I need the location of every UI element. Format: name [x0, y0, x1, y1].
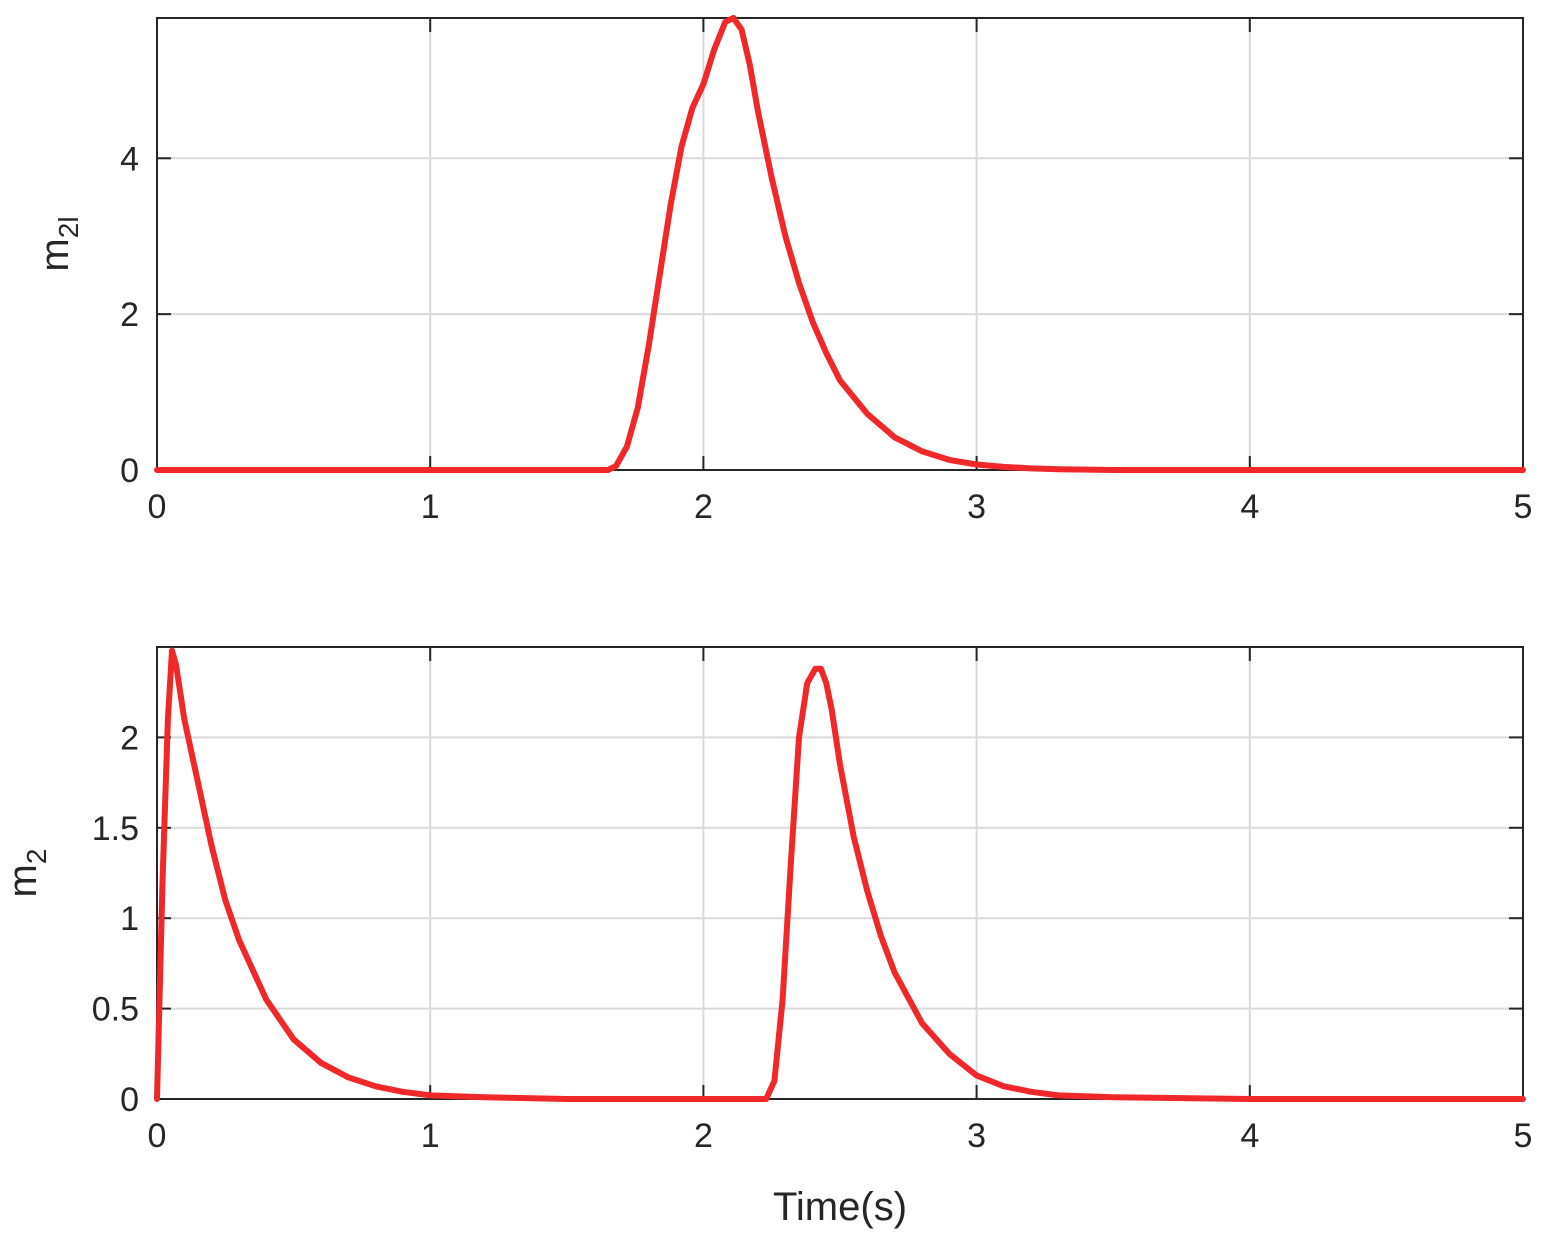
plot-area [156, 17, 1524, 471]
top-chart-m2l: 0 1 2 3 4 5 0 2 4 m2l [33, 15, 1533, 526]
x-tick-label: 4 [1240, 1117, 1259, 1155]
x-tick-label: 3 [967, 1117, 986, 1155]
x-tick-label: 5 [1514, 1117, 1533, 1155]
x-tick-label: 5 [1514, 488, 1533, 526]
x-tick-label: 2 [694, 488, 713, 526]
x-tick-label: 1 [421, 488, 440, 526]
y-axis-label: m2 [1, 849, 52, 898]
series-line [154, 647, 1526, 1102]
x-axis-label: Time(s) [773, 1185, 907, 1229]
y-tick-label: 2 [120, 719, 139, 757]
y-tick-label: 0.5 [92, 991, 139, 1029]
y-tick-label: 4 [120, 140, 139, 178]
x-tick-label: 2 [694, 1117, 713, 1155]
y-tick-label: 2 [120, 296, 139, 334]
x-tick-label: 3 [967, 488, 986, 526]
y-tick-label: 0 [120, 452, 139, 490]
x-tick-label: 0 [148, 488, 167, 526]
x-tick-label: 0 [148, 1117, 167, 1155]
x-tick-label: 4 [1240, 488, 1259, 526]
y-tick-label: 1 [120, 900, 139, 938]
bottom-chart-m2: 0 1 2 3 4 5 0 0.5 1 1.5 2 m2 Time(s) [1, 646, 1533, 1229]
y-axis-label: m2l [33, 216, 84, 271]
y-tick-label: 0 [120, 1081, 139, 1119]
plot-area [156, 646, 1524, 1100]
series-line [154, 15, 1526, 473]
y-tick-label: 1.5 [92, 810, 139, 848]
x-tick-label: 1 [421, 1117, 440, 1155]
